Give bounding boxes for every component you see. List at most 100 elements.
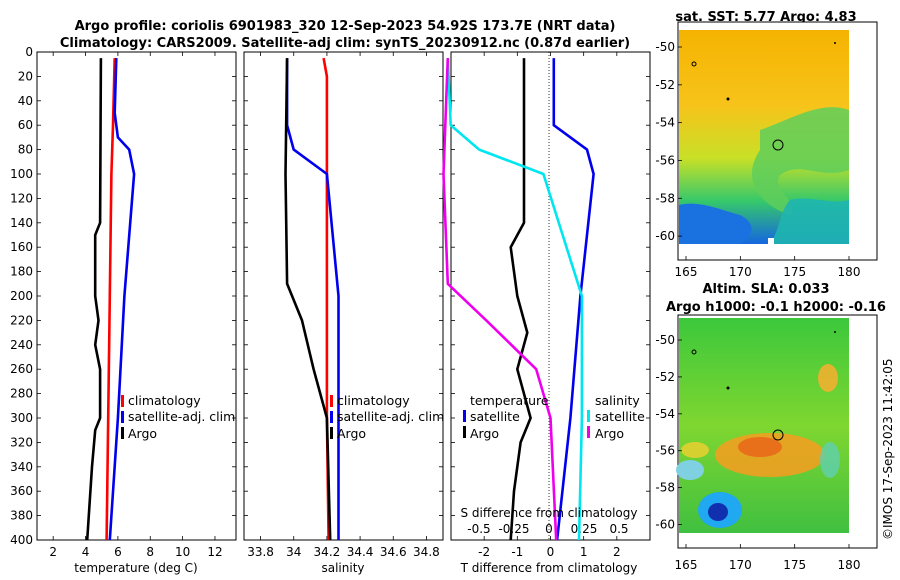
map-x-tick-label: 175 [783,558,806,572]
x-tick-label: 2 [49,545,57,559]
map-x-tick-label: 165 [675,558,698,572]
legend-label-argo: Argo [337,426,366,441]
map-x-tick-label: 180 [838,265,861,279]
depth-tick-label: 240 [10,338,33,352]
map-x-tick-label: 170 [729,265,752,279]
top-tick-label: -0.5 [467,522,490,536]
sla-island-marker [726,386,730,390]
figure-title-line2: Climatology: CARS2009. Satellite-adj cli… [60,36,630,51]
top-tick-label: -0.25 [498,522,529,536]
top-tick-label: 0.25 [571,522,598,536]
legend-label-satellite: satellite-adj. clim [128,409,235,424]
series-line-argo [85,58,103,541]
x-tick-label: -2 [478,545,490,559]
depth-tick-label: 0 [25,45,33,59]
series-line-satellite-adj-clim [108,58,136,541]
depth-tick-label: 280 [10,387,33,401]
temperature-series [85,58,136,541]
legend-label-argo: Argo [128,426,157,441]
series-line-salinity-argo [442,58,558,541]
difference-plot-frame [450,51,651,541]
map-y-tick-label: -52 [655,370,675,384]
legend-title-temperature: temperature [470,393,549,408]
sla-island-marker [691,349,697,355]
legend-swatch-climatology [330,395,333,407]
x-tick-label: 0 [547,545,555,559]
x-tick-label: 12 [207,545,222,559]
salinity-plot-frame [243,51,444,541]
depth-tick-label: 380 [10,509,33,523]
salinity-legend: climatology satellite-adj. clim Argo [330,393,444,441]
series-line-climatology [105,58,116,541]
x-tick-label: 8 [146,545,154,559]
x-tick-label: 4 [82,545,90,559]
legend-swatch-argo [330,427,333,439]
temperature-x-axis: 2 4 6 8 10 12 [49,52,223,559]
legend-title-salinity: salinity [595,393,640,408]
x-tick-label: 34.8 [413,545,440,559]
sla-cool-patch [820,442,840,478]
legend-label-climatology: climatology [128,393,201,408]
legend-label-sal-argo: Argo [595,426,624,441]
sst-island-marker [834,42,836,44]
x-tick-label: 33.8 [247,545,274,559]
depth-tick-label: 40 [18,94,33,108]
sst-cool-filament [751,107,849,215]
sla-warm-patch [818,364,838,392]
depth-tick-label: 140 [10,216,33,230]
map-y-tick-label: -50 [655,40,675,54]
sst-map: 165 170 175 180 -50 -52 -54 -56 -58 -60 [655,21,878,279]
map-x-tick-label: 165 [675,265,698,279]
temperature-legend: climatology satellite-adj. clim Argo [121,393,235,441]
temperature-plot-frame [36,51,237,541]
difference-xlabel: T difference from climatology [460,561,638,575]
legend-swatch-climatology [121,395,124,407]
legend-swatch-sal-argo [587,426,590,438]
map-x-tick-label: 180 [838,558,861,572]
legend-label-climatology: climatology [337,393,410,408]
x-tick-label: 34.2 [314,545,341,559]
difference-legend: temperature salinity satellite Argo sate… [463,393,645,441]
series-line-temperature-argo [509,58,532,541]
legend-swatch-temp-argo [463,426,466,438]
map-y-tick-label: -56 [655,444,675,458]
sla-cool-patch [676,460,704,480]
x-tick-label: 10 [175,545,190,559]
map-y-tick-label: -58 [655,191,675,205]
sla-warm-patch [681,442,709,458]
sst-map-axes: 165 170 175 180 -50 -52 -54 -56 -58 -60 [655,40,860,279]
series-line-argo [284,58,332,541]
sst-island-marker [691,61,697,67]
legend-swatch-temp-satellite [463,410,466,422]
depth-tick-label: 180 [10,265,33,279]
depth-axis: 0 20 40 60 80 100 120 140 160 180 200 220 240 260 280 3… [10,45,650,547]
legend-swatch-argo [121,427,124,439]
sst-cold-region [679,203,752,244]
legend-label-satellite: satellite-adj. clim [337,409,444,424]
map-y-tick-label: -54 [655,407,675,421]
x-tick-label: 34.6 [380,545,407,559]
map-y-tick-label: -60 [655,229,675,243]
salinity-xlabel: salinity [321,561,364,575]
difference-series [442,58,595,541]
depth-tick-label: 100 [10,167,33,181]
x-tick-label: 6 [114,545,122,559]
x-tick-label: -1 [511,545,523,559]
sla-map-axes: 165 170 175 180 -50 -52 -54 -56 -58 -60 [655,333,860,572]
legend-label-temp-argo: Argo [470,426,499,441]
temperature-xlabel: temperature (deg C) [74,561,197,575]
sla-map-title-line1: Altim. SLA: 0.033 [703,282,830,297]
x-tick-label: 34 [286,545,301,559]
legend-swatch-satellite [121,411,124,423]
map-y-tick-label: -50 [655,333,675,347]
difference-x-axis: -2 -1 0 1 2 [478,52,621,559]
sst-island-marker [726,97,730,101]
map-y-tick-label: -60 [655,518,675,532]
x-tick-label: 2 [613,545,621,559]
depth-tick-label: 120 [10,191,33,205]
depth-tick-label: 160 [10,240,33,254]
sla-cold-eddy-core [708,503,728,521]
map-y-tick-label: -58 [655,481,675,495]
depth-tick-label: 80 [18,143,33,157]
